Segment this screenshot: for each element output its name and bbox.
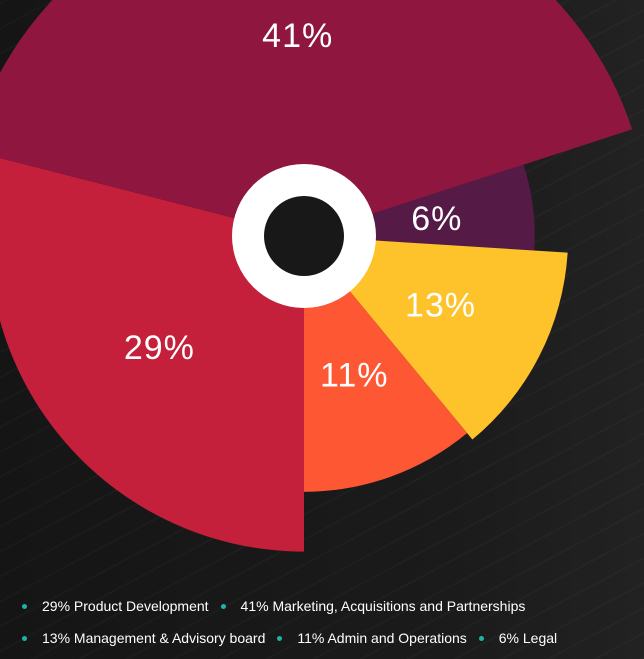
legend-item-product-development: 29% Product Development xyxy=(20,598,209,614)
legend-label: 6% Legal xyxy=(498,630,558,646)
pie-slice-marketing-acquisitions-and-partnerships xyxy=(0,0,633,236)
legend-item-management: 13% Management & Advisory board xyxy=(20,630,265,646)
legend-row-2: 13% Management & Advisory board 11% Admi… xyxy=(20,622,630,654)
legend-item-legal: 6% Legal xyxy=(477,630,557,646)
legend-label: 41% Marketing, Acquisitions and Partners… xyxy=(240,598,526,614)
pie-slice-product-development xyxy=(0,157,304,552)
slice-value-label: 11% xyxy=(320,357,389,395)
slice-value-label: 6% xyxy=(411,200,462,238)
legend-label: 11% Admin and Operations xyxy=(297,630,467,646)
center-core xyxy=(264,196,344,276)
slice-value-label: 13% xyxy=(405,287,476,325)
slice-value-label: 29% xyxy=(124,329,195,367)
legend-dot xyxy=(22,603,27,609)
legend-dot xyxy=(478,635,484,641)
pie-slice-management-advisory-board xyxy=(304,236,568,440)
legend-label: 29% Product Development xyxy=(42,598,209,614)
legend-item-admin: 11% Admin and Operations xyxy=(275,630,467,646)
slice-value-label: 41% xyxy=(262,17,333,55)
legend-label: 13% Management & Advisory board xyxy=(42,630,266,646)
chart-legend: 29% Product Development 41% Marketing, A… xyxy=(20,590,630,654)
pie-slice-admin-and-operations xyxy=(304,236,468,492)
legend-item-marketing: 41% Marketing, Acquisitions and Partners… xyxy=(219,598,526,614)
legend-dot xyxy=(277,635,283,641)
polar-area-chart: 29% 41% 6% 13% 11% xyxy=(0,0,633,552)
legend-dot xyxy=(22,635,27,641)
legend-row-1: 29% Product Development 41% Marketing, A… xyxy=(20,590,630,622)
legend-dot xyxy=(220,603,226,609)
